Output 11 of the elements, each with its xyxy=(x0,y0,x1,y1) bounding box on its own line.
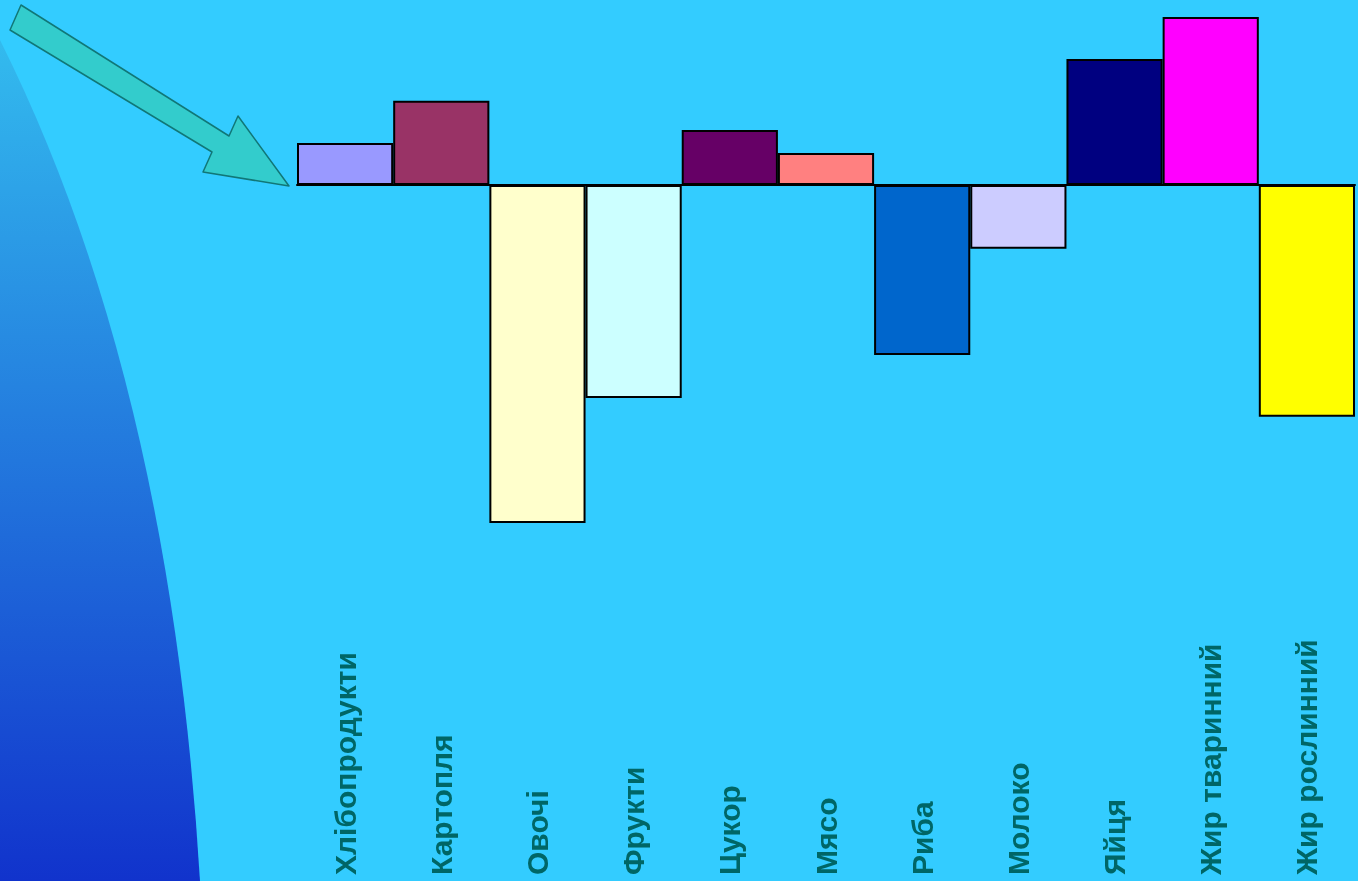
x-tick-label: Яйця xyxy=(1098,799,1132,875)
x-tick-label: Жир рослинний xyxy=(1290,639,1324,876)
x-tick-label: Картопля xyxy=(424,734,458,875)
x-tick-label: Овочі xyxy=(520,790,554,875)
x-tick-label: Хлібопродукти xyxy=(328,652,362,875)
x-tick-label: Цукор xyxy=(713,785,747,875)
x-tick-label: Молоко xyxy=(1001,762,1035,875)
x-tick-label: Мясо xyxy=(809,797,843,875)
x-tick-label: Фрукти xyxy=(617,766,651,875)
x-tick-label: Риба xyxy=(905,801,939,875)
x-tick-label: Жир тваринний xyxy=(1194,643,1228,876)
